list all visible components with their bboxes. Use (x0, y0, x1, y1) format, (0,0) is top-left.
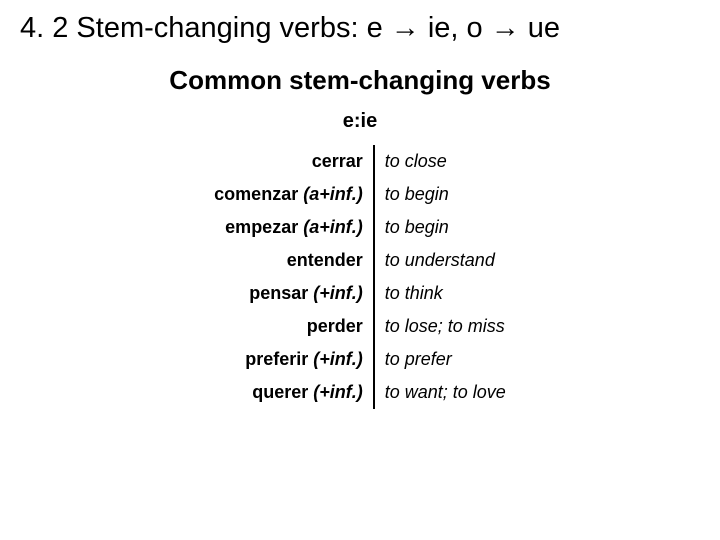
verb-table: cerrar to close comenzar (a+inf.) to beg… (206, 145, 514, 409)
title-text-mid: ie, o (420, 12, 491, 44)
table-row: comenzar (a+inf.) to begin (206, 178, 514, 211)
verb-cell: empezar (a+inf.) (206, 211, 374, 244)
meaning-cell: to want; to love (374, 376, 514, 409)
category-label: e:ie (20, 110, 700, 133)
verb-word: perder (307, 316, 363, 336)
verb-paren: (+inf.) (313, 349, 363, 369)
meaning-cell: to close (374, 145, 514, 178)
table-row: pensar (+inf.) to think (206, 277, 514, 310)
table-row: querer (+inf.) to want; to love (206, 376, 514, 409)
verb-paren: (a+inf.) (303, 184, 363, 204)
meaning-cell: to understand (374, 244, 514, 277)
subtitle: Common stem-changing verbs (20, 65, 700, 96)
verb-word: empezar (225, 217, 298, 237)
meaning-cell: to think (374, 277, 514, 310)
title-text-prefix: 4. 2 Stem-changing verbs: e (20, 12, 391, 44)
arrow-icon: → (491, 12, 520, 44)
verb-cell: pensar (+inf.) (206, 277, 374, 310)
meaning-cell: to begin (374, 211, 514, 244)
table-row: empezar (a+inf.) to begin (206, 211, 514, 244)
verb-cell: preferir (+inf.) (206, 343, 374, 376)
verb-cell: comenzar (a+inf.) (206, 178, 374, 211)
verb-word: entender (287, 250, 363, 270)
arrow-icon: → (391, 12, 420, 44)
verb-cell: cerrar (206, 145, 374, 178)
meaning-cell: to lose; to miss (374, 310, 514, 343)
meaning-cell: to prefer (374, 343, 514, 376)
verb-cell: entender (206, 244, 374, 277)
slide-title: 4. 2 Stem-changing verbs: e → ie, o → ue (20, 12, 700, 45)
table-row: cerrar to close (206, 145, 514, 178)
title-text-suffix: ue (520, 12, 560, 44)
verb-word: preferir (245, 349, 308, 369)
verb-paren: (+inf.) (313, 283, 363, 303)
table-row: entender to understand (206, 244, 514, 277)
verb-paren: (+inf.) (313, 382, 363, 402)
table-row: perder to lose; to miss (206, 310, 514, 343)
verb-word: cerrar (312, 151, 363, 171)
verb-word: pensar (249, 283, 308, 303)
verb-word: querer (252, 382, 308, 402)
table-row: preferir (+inf.) to prefer (206, 343, 514, 376)
verb-word: comenzar (214, 184, 298, 204)
meaning-cell: to begin (374, 178, 514, 211)
verb-cell: querer (+inf.) (206, 376, 374, 409)
verb-paren: (a+inf.) (303, 217, 363, 237)
verb-cell: perder (206, 310, 374, 343)
